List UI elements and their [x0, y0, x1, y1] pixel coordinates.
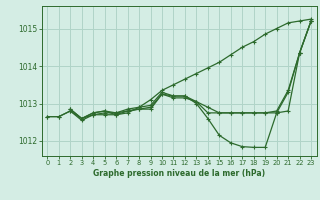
- X-axis label: Graphe pression niveau de la mer (hPa): Graphe pression niveau de la mer (hPa): [93, 169, 265, 178]
